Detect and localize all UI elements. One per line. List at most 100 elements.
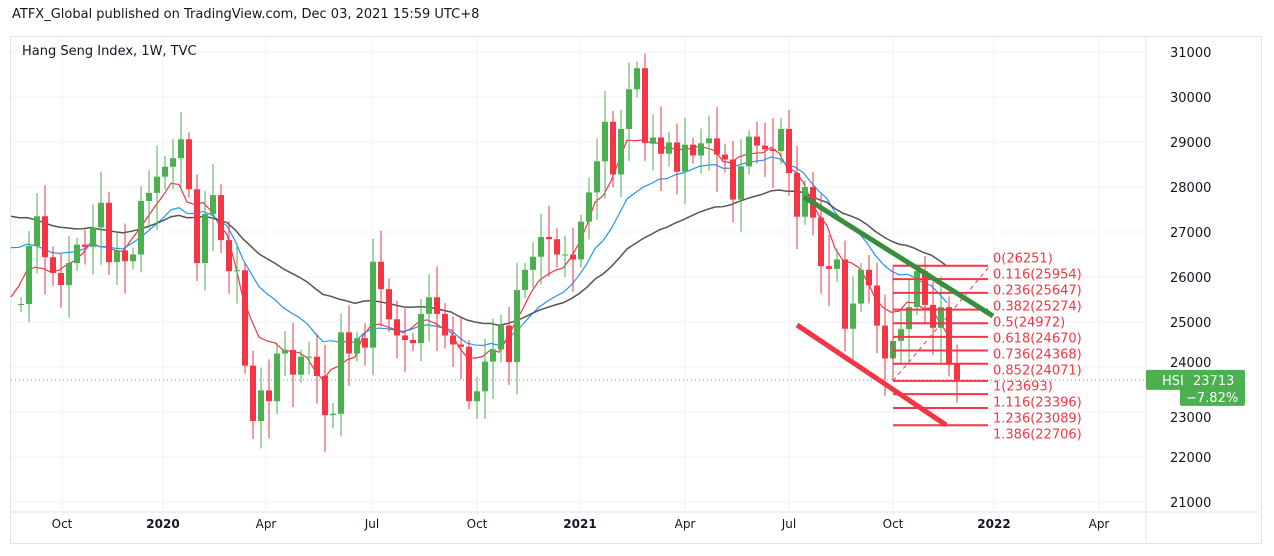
y-tick-label: 22000 — [1170, 451, 1211, 466]
candle-body — [594, 161, 600, 193]
candle-body — [842, 259, 848, 329]
candle-body — [530, 256, 536, 270]
candle — [674, 123, 680, 195]
candle — [266, 359, 272, 439]
candle — [330, 403, 336, 429]
candle-body — [74, 244, 80, 264]
candle — [938, 276, 944, 366]
candle — [834, 248, 840, 282]
candle-body — [82, 244, 88, 247]
candle-body — [274, 353, 280, 402]
x-tick-label: Jul — [364, 517, 379, 531]
candle — [634, 61, 640, 98]
candle — [802, 180, 808, 225]
candle — [210, 164, 216, 252]
candle-body — [98, 202, 104, 228]
candle-body — [178, 139, 184, 159]
fib-level-label: 0.5(24972) — [993, 316, 1065, 331]
chart-title: Hang Seng Index, 1W, TVC — [22, 44, 197, 59]
candle — [410, 333, 416, 352]
candle — [482, 338, 488, 419]
candle-body — [434, 297, 440, 314]
candle-body — [954, 363, 960, 380]
candle-body — [474, 391, 480, 402]
y-tick-label: 25000 — [1170, 316, 1211, 331]
candle-body — [522, 269, 528, 291]
candle-body — [610, 121, 616, 175]
candle — [530, 241, 536, 288]
candle — [850, 276, 856, 362]
candle — [106, 191, 112, 276]
price-tag-change: −7.82% — [1186, 391, 1238, 406]
fib-level-label: 0.116(25954) — [993, 268, 1082, 283]
change-tag — [1180, 387, 1245, 406]
candle — [234, 243, 240, 304]
candle-body — [730, 159, 736, 200]
fib-level-label: 1.236(23089) — [993, 412, 1082, 427]
candle — [282, 331, 288, 377]
candle-body — [546, 236, 552, 240]
candle — [26, 231, 32, 322]
candle-body — [26, 245, 32, 304]
candle-body — [946, 307, 952, 364]
support-trendline — [795, 322, 948, 428]
candle — [138, 186, 144, 273]
candle-body — [298, 356, 304, 375]
candle-body — [938, 307, 944, 328]
candle — [618, 110, 624, 198]
candle — [82, 229, 88, 265]
candle — [874, 262, 880, 354]
candle-body — [650, 137, 656, 143]
candle — [794, 146, 800, 250]
candle — [402, 308, 408, 373]
candle-body — [34, 216, 40, 246]
candle — [586, 177, 592, 240]
candle-body — [850, 303, 856, 329]
candle — [706, 115, 712, 171]
candle-body — [154, 176, 160, 193]
candle — [346, 305, 352, 386]
price-tag — [1146, 369, 1245, 390]
candle-body — [242, 270, 248, 366]
candle-body — [634, 68, 640, 90]
candle-body — [450, 335, 456, 345]
candle — [258, 367, 264, 449]
candle-body — [794, 173, 800, 217]
candle-body — [138, 200, 144, 255]
candle — [114, 231, 120, 285]
chart-frame[interactable] — [10, 36, 1262, 544]
candle-body — [418, 313, 424, 344]
fib-level-label: 1.386(22706) — [993, 428, 1082, 443]
candle-body — [186, 139, 192, 190]
candle-body — [866, 269, 872, 286]
candle — [858, 263, 864, 312]
candle — [58, 254, 64, 308]
candle-body — [706, 138, 712, 144]
candle-body — [170, 158, 176, 167]
candle — [322, 344, 328, 453]
candle — [354, 331, 360, 362]
candle — [514, 263, 520, 395]
candle — [218, 184, 224, 254]
candle-body — [394, 319, 400, 336]
candle — [194, 174, 200, 281]
publish-info: ATFX_Global published on TradingView.com… — [12, 7, 480, 22]
candle — [170, 139, 176, 190]
candle-body — [722, 154, 728, 160]
candle-body — [90, 227, 96, 247]
candle-body — [914, 271, 920, 308]
candle-body — [162, 166, 168, 177]
candle — [466, 340, 472, 410]
candle-body — [834, 259, 840, 269]
candle — [442, 303, 448, 349]
candle — [914, 264, 920, 316]
candle-body — [426, 297, 432, 314]
y-tick-label: 21000 — [1170, 496, 1211, 511]
candle — [682, 117, 688, 205]
candle — [826, 235, 832, 307]
candle-body — [306, 356, 312, 358]
candle — [370, 238, 376, 376]
candle — [506, 306, 512, 385]
candle-body — [410, 340, 416, 344]
